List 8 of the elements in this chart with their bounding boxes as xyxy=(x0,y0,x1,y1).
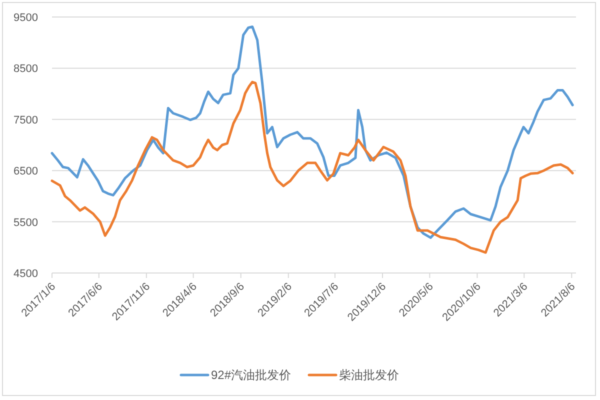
y-tick-label: 9500 xyxy=(14,12,38,24)
y-tick-label: 4500 xyxy=(14,268,38,280)
legend-label: 柴油批发价 xyxy=(339,368,400,382)
legend-label: 92#汽油批发价 xyxy=(210,368,292,382)
y-tick-label: 8500 xyxy=(14,63,38,76)
y-tick-label: 6500 xyxy=(14,166,38,178)
y-tick-label: 5500 xyxy=(14,216,38,229)
y-tick-label: 7500 xyxy=(14,114,38,126)
